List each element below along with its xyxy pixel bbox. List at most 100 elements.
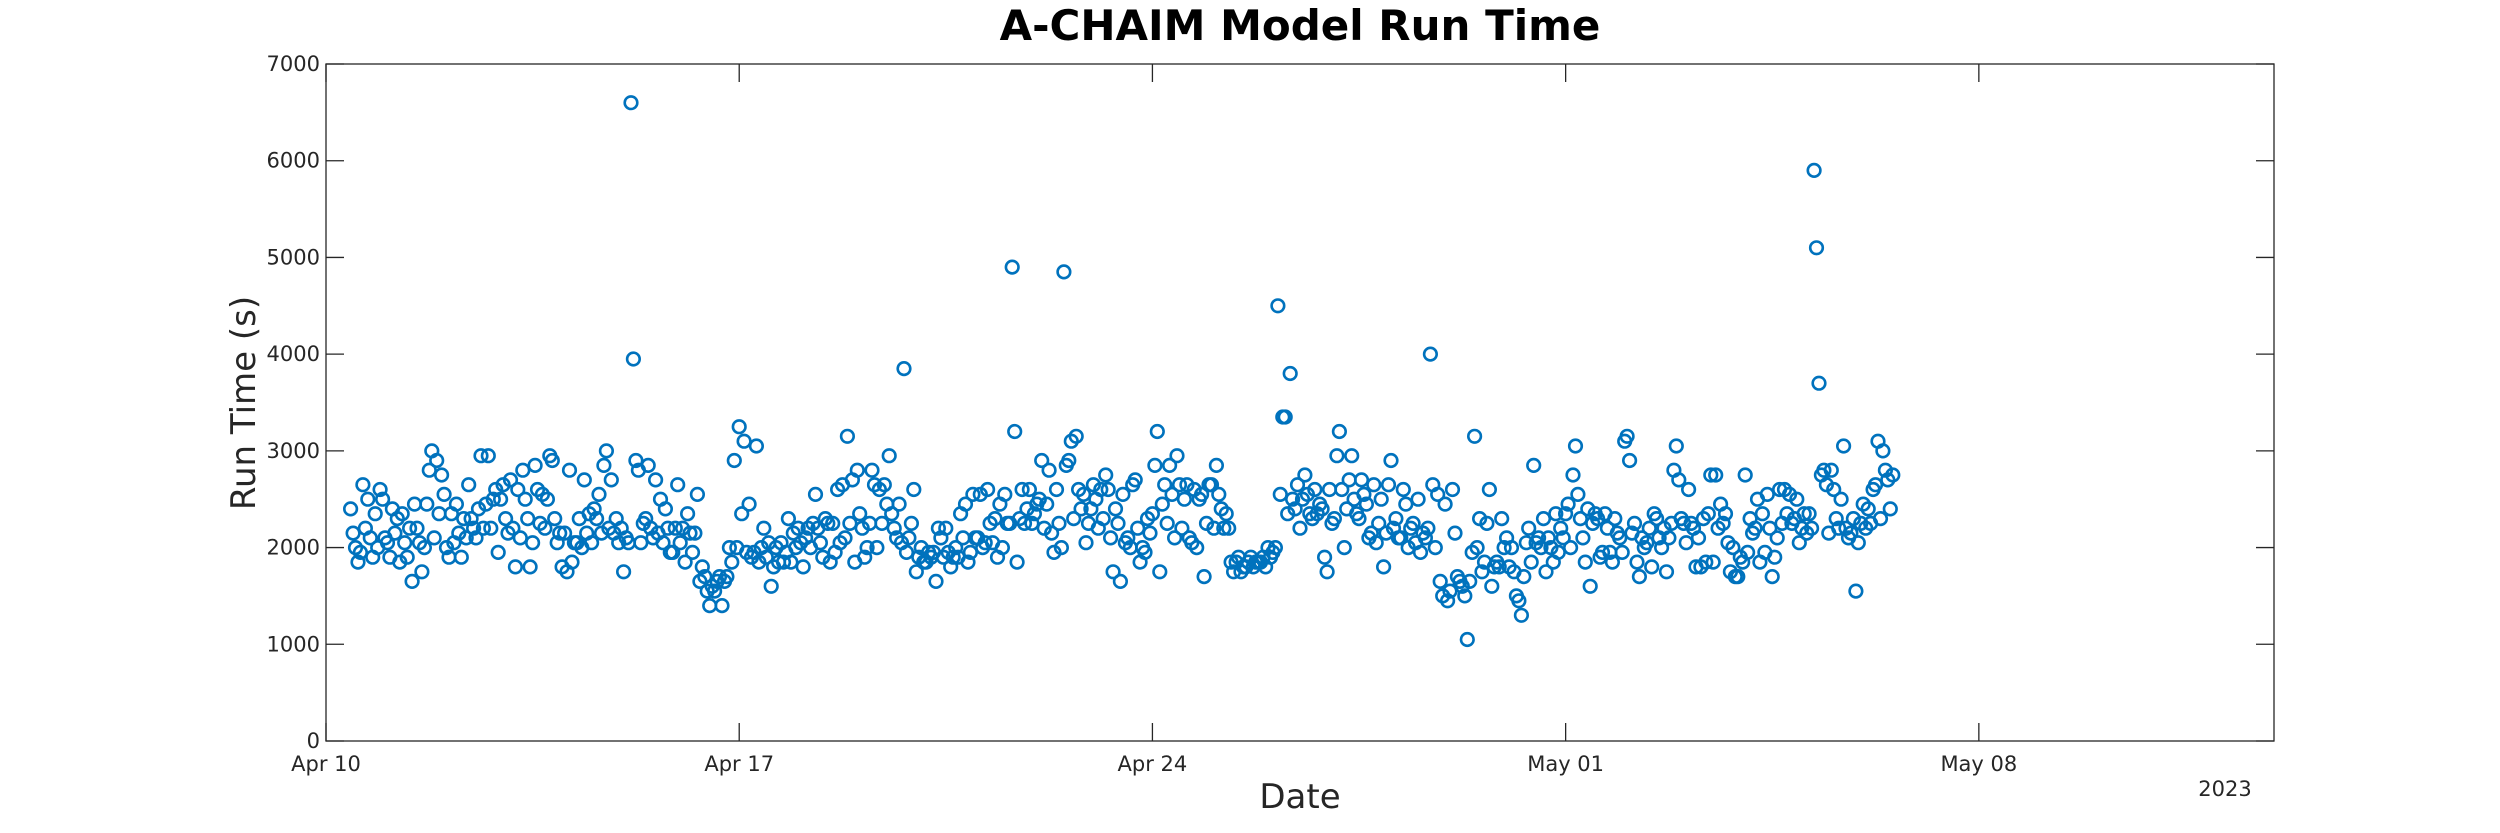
data-point (1176, 491, 1192, 507)
data-point (1297, 467, 1313, 483)
data-point (1548, 506, 1564, 522)
data-point (1344, 448, 1360, 464)
data-point (1828, 510, 1844, 527)
data-point (1575, 530, 1591, 546)
data-point (1053, 539, 1069, 556)
data-point (837, 530, 853, 546)
data-point (1484, 578, 1500, 594)
data-point (1479, 515, 1495, 532)
data-point (1056, 264, 1072, 280)
data-point (1147, 457, 1163, 474)
data-point (1644, 559, 1660, 575)
data-point (1115, 486, 1131, 503)
data-point (1469, 539, 1485, 556)
data-point (697, 568, 713, 585)
data-point (1648, 510, 1665, 527)
data-point (1700, 506, 1716, 522)
data-point (1466, 428, 1483, 444)
y-tick-label: 3000 (267, 439, 320, 463)
data-point (375, 491, 391, 507)
data-point (1380, 477, 1397, 493)
x-axis-year-label: 2023 (2198, 777, 2251, 801)
data-point (1388, 510, 1404, 527)
data-point (1516, 568, 1532, 585)
data-point (456, 510, 472, 527)
data-point (1316, 549, 1333, 565)
data-point (1007, 423, 1023, 440)
data-point (672, 535, 688, 551)
data-point (1831, 520, 1847, 536)
data-point (1789, 491, 1805, 507)
data-point (1621, 452, 1638, 469)
data-point (372, 481, 388, 498)
data-point (549, 535, 565, 551)
data-point (502, 472, 519, 488)
data-point (1557, 506, 1574, 522)
data-point (1806, 162, 1822, 178)
data-point (483, 520, 499, 536)
data-point (1530, 530, 1547, 546)
data-point (1715, 515, 1731, 532)
data-point (667, 520, 683, 536)
data-point (1823, 462, 1839, 478)
data-point (869, 539, 885, 556)
data-point (1206, 520, 1222, 536)
data-point (362, 530, 378, 546)
data-point (1034, 452, 1050, 469)
data-point (1762, 520, 1778, 536)
data-point (586, 501, 602, 517)
data-point (1107, 501, 1124, 517)
data-point (1796, 506, 1812, 522)
data-point (1619, 428, 1635, 444)
data-point (1137, 544, 1153, 561)
data-point (1816, 462, 1832, 478)
data-point (1612, 530, 1628, 546)
y-tick-label: 4000 (267, 342, 320, 366)
data-point (1459, 631, 1475, 648)
axis-ticks: 0 1000 2000 3000 4000 5000 6000 7000 Apr 10 Apr 1… (267, 52, 2274, 776)
data-point (677, 554, 693, 570)
data-point (756, 520, 772, 536)
data-point (881, 448, 897, 464)
data-point (431, 506, 447, 522)
data-point (682, 525, 698, 541)
data-point (758, 549, 774, 565)
data-point (1289, 477, 1306, 493)
data-point (1270, 298, 1286, 314)
data-point (957, 496, 974, 512)
data-point (1680, 481, 1697, 498)
data-point (1511, 593, 1527, 609)
data-point (552, 525, 568, 541)
data-point (1658, 564, 1675, 580)
data-point (1653, 539, 1670, 556)
data-point (1095, 510, 1111, 527)
data-point (1717, 506, 1734, 522)
data-point (350, 554, 366, 570)
data-point (1808, 240, 1825, 256)
y-tick-label: 7000 (267, 52, 320, 76)
data-point (1284, 491, 1301, 507)
data-point (1604, 554, 1620, 570)
x-tick-label: Apr 17 (704, 752, 774, 776)
data-point (360, 491, 376, 507)
data-point (665, 544, 681, 561)
data-point (1671, 472, 1687, 488)
data-point (520, 510, 536, 527)
data-point (896, 361, 912, 377)
data-point (1540, 530, 1556, 546)
data-point (1353, 472, 1370, 488)
data-point (1867, 477, 1884, 493)
data-point (839, 428, 856, 444)
data-point (1739, 544, 1756, 561)
data-point (1764, 568, 1780, 585)
data-point (1513, 607, 1529, 623)
data-point (689, 486, 706, 503)
data-point (640, 457, 656, 474)
data-point (1690, 530, 1707, 546)
data-point (628, 452, 644, 469)
data-point (1629, 554, 1645, 570)
data-point (544, 452, 560, 469)
data-point (1021, 481, 1038, 498)
y-axis-label: Run Time (s) (224, 296, 264, 510)
